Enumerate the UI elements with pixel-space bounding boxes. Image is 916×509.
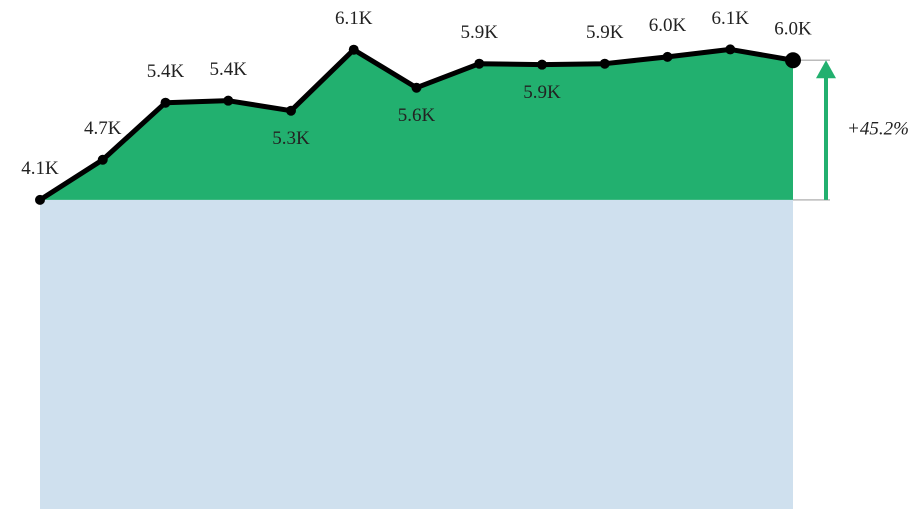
- value-label: 5.4K: [147, 61, 185, 82]
- base-area: [40, 199, 793, 509]
- point: [662, 51, 673, 62]
- point: [160, 97, 171, 108]
- point: [725, 44, 736, 55]
- value-label: 4.1K: [21, 158, 59, 179]
- change-arrowhead: [816, 60, 836, 79]
- change-annotation: +45.2%: [847, 118, 909, 139]
- point: [97, 154, 108, 165]
- point: [348, 44, 359, 55]
- value-label: 5.9K: [461, 22, 499, 43]
- point: [474, 58, 485, 69]
- value-label: 5.9K: [586, 22, 624, 43]
- point: [286, 105, 296, 116]
- value-label: 5.3K: [272, 128, 310, 149]
- value-label: 5.6K: [398, 105, 436, 126]
- point: [785, 52, 801, 69]
- value-label: 6.0K: [774, 19, 812, 40]
- point: [35, 194, 45, 205]
- value-label: 6.0K: [649, 15, 687, 36]
- gain-area: [40, 49, 793, 200]
- point: [537, 59, 547, 70]
- value-label: 5.9K: [523, 82, 561, 103]
- point: [223, 95, 234, 106]
- point: [599, 58, 610, 69]
- value-label: 5.4K: [210, 59, 248, 80]
- point: [411, 82, 422, 93]
- value-label: 6.1K: [335, 8, 373, 29]
- value-label: 4.7K: [84, 118, 122, 139]
- value-label: 6.1K: [712, 8, 750, 29]
